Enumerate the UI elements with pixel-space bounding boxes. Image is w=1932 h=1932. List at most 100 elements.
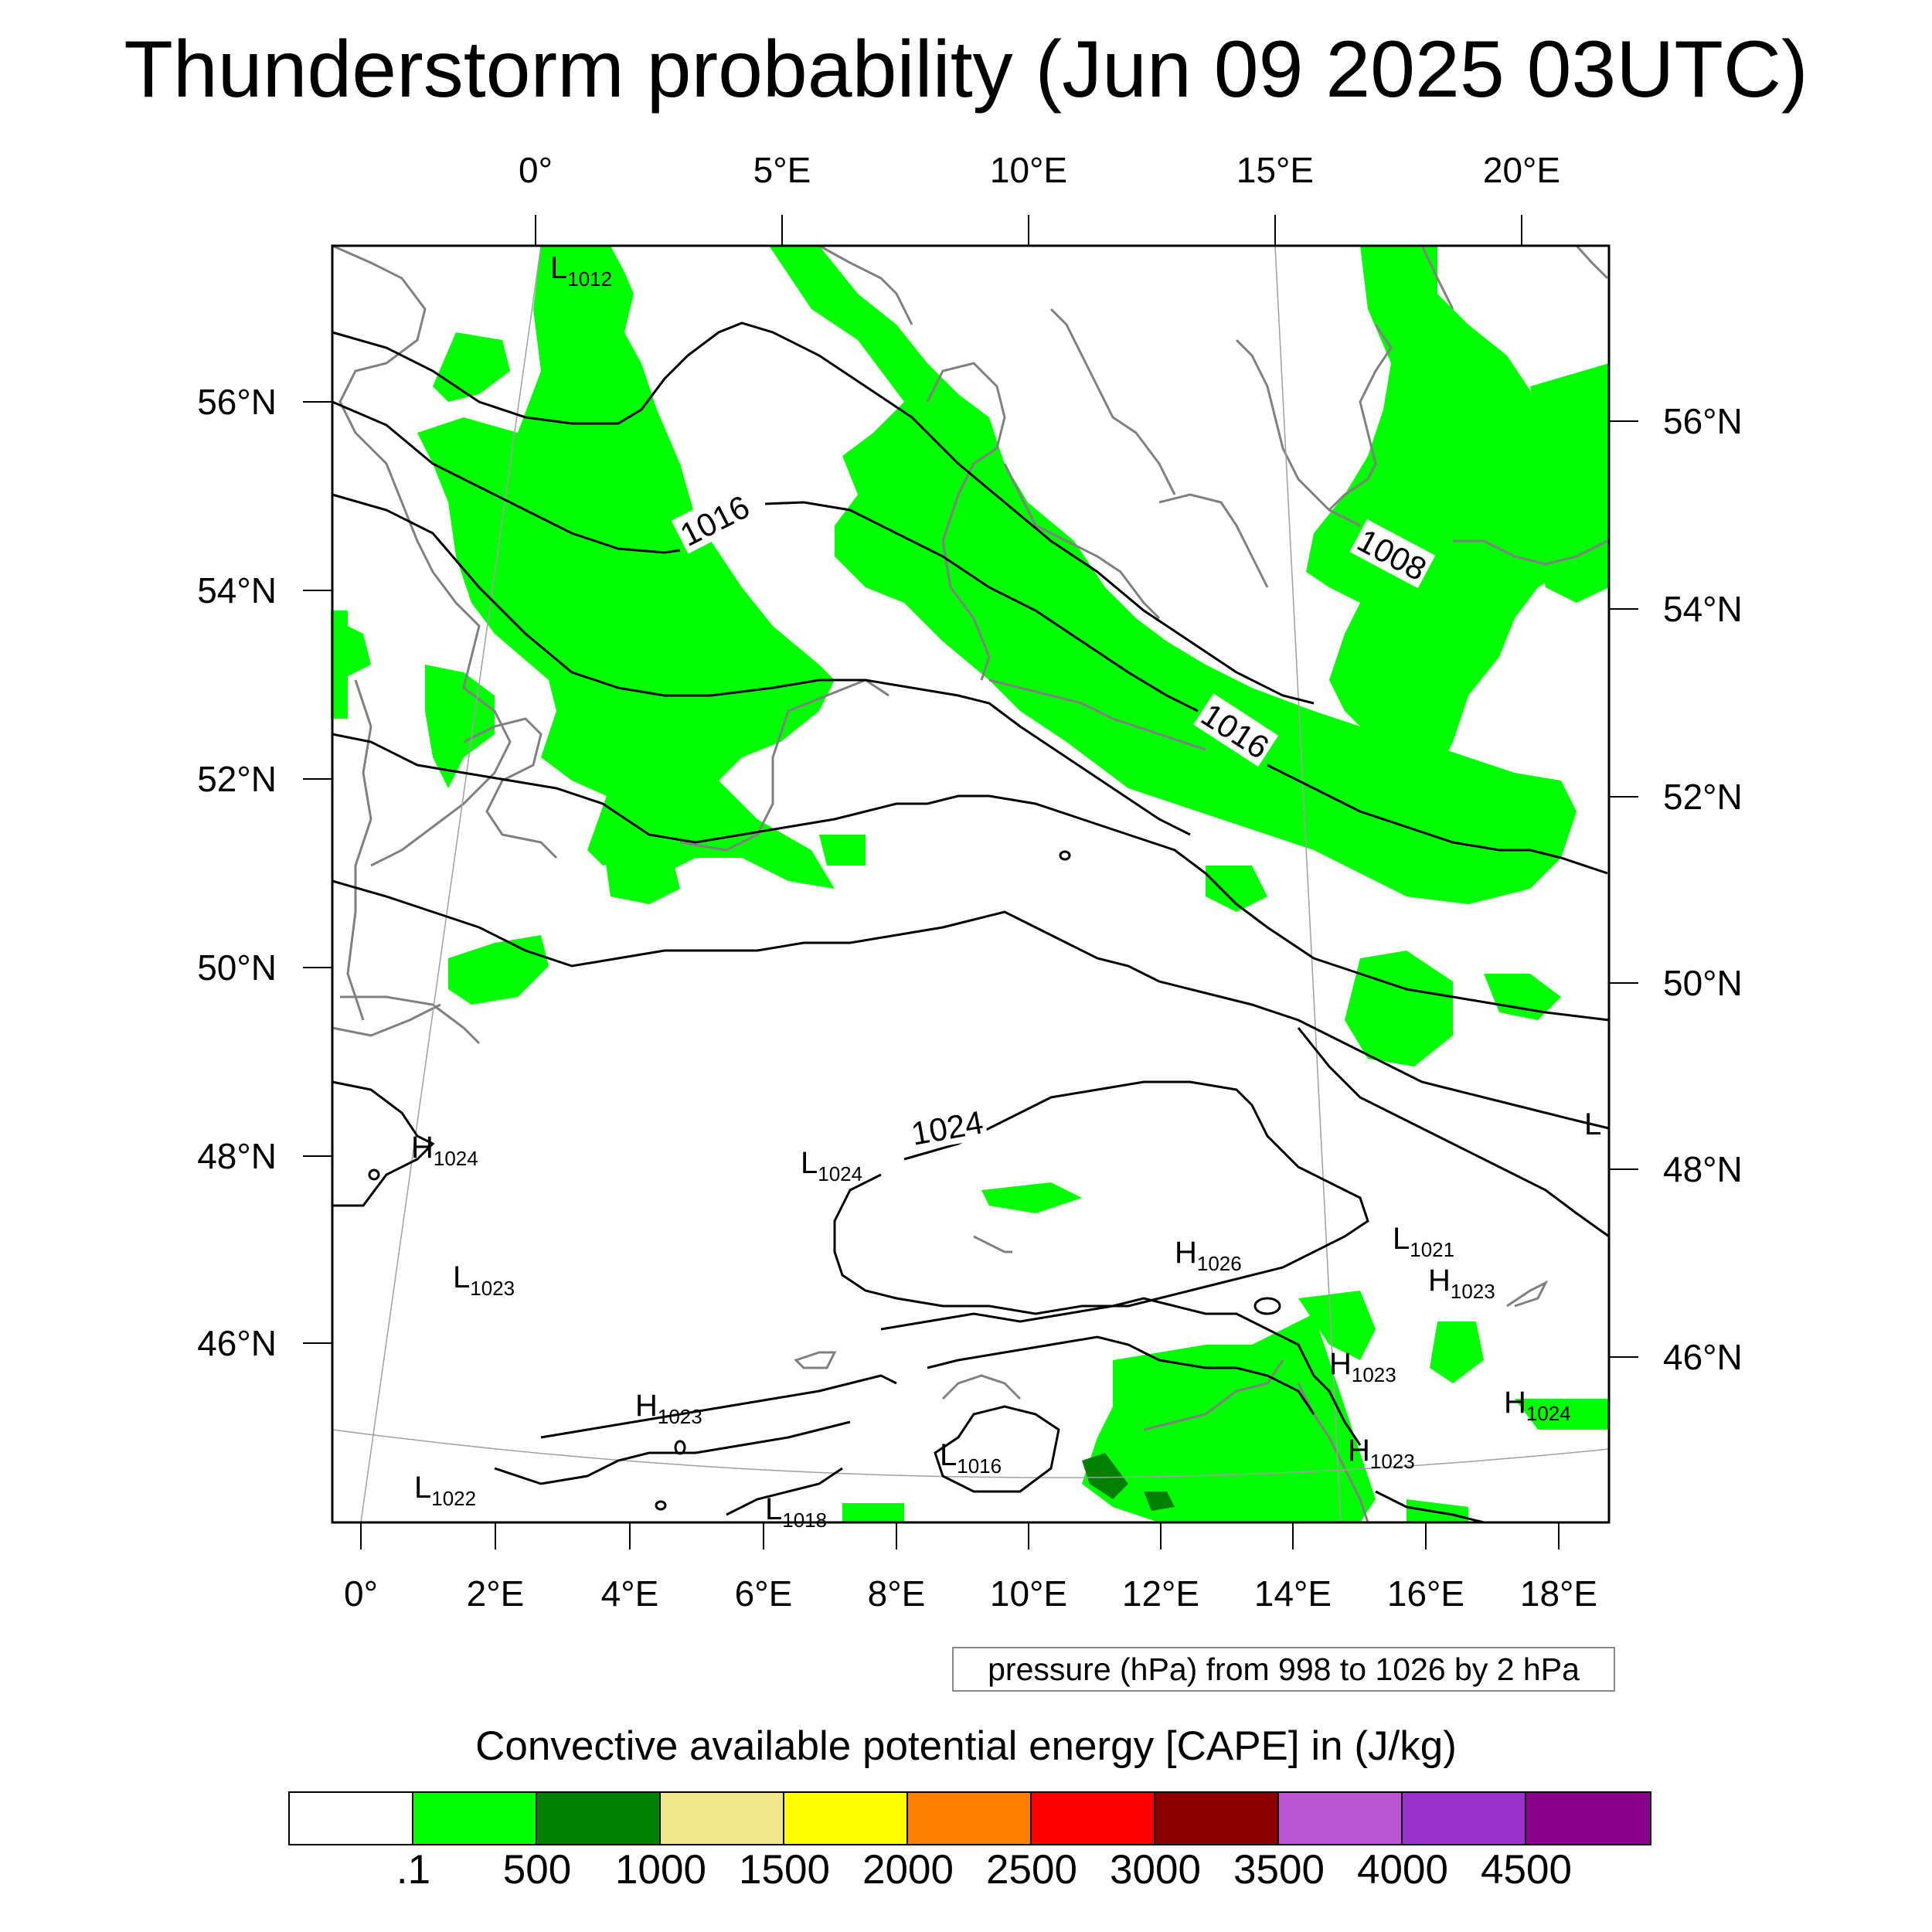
colorbar-swatch <box>1279 1793 1403 1844</box>
bottom-lon-label: 0° <box>344 1573 378 1614</box>
bottom-lon-labels: 0° 2°E 4°E 6°E 8°E 10°E 12°E 14°E 16°E 1… <box>344 1573 1597 1614</box>
meridian-line <box>360 245 542 1523</box>
isobar <box>332 493 1191 836</box>
pressure-center-label: L <box>1584 1107 1601 1141</box>
meridian-line <box>1274 245 1342 1523</box>
cape-shading <box>331 246 1609 1522</box>
isobar <box>1267 764 1608 875</box>
cape-area <box>1484 974 1561 1020</box>
coastline <box>1420 245 1454 310</box>
isobar <box>833 1080 1369 1315</box>
isobar <box>764 501 1199 713</box>
bottom-lon-label: 10°E <box>990 1573 1067 1614</box>
cape-area <box>433 332 510 402</box>
left-lat-label: 52°N <box>197 759 277 799</box>
label-bg <box>905 1101 988 1152</box>
isobar <box>934 1405 1060 1493</box>
top-lon-label: 0° <box>519 150 553 190</box>
coastline <box>988 679 1206 751</box>
colorbar-label: 1000 <box>615 1847 706 1893</box>
left-lat-label: 50°N <box>197 947 277 988</box>
colorbar-label: 3500 <box>1233 1847 1325 1893</box>
coastline <box>1143 1359 1284 1431</box>
isobars <box>332 321 1610 1524</box>
top-lon-label: 15°E <box>1236 150 1314 190</box>
coastline <box>1453 539 1608 566</box>
coastline <box>926 362 1006 681</box>
coastline <box>818 244 913 325</box>
cape-area <box>1298 1291 1376 1360</box>
colorbar-label: 4500 <box>1481 1847 1572 1893</box>
cape-area-dark <box>1082 1453 1128 1499</box>
coastline <box>1003 463 1161 620</box>
cape-area <box>842 1503 904 1522</box>
colorbar-swatch <box>908 1793 1032 1844</box>
colorbar-label: 4000 <box>1357 1847 1448 1893</box>
colorbar-swatch <box>413 1793 537 1844</box>
pressure-center-label: H1026 <box>1175 1236 1242 1275</box>
left-lat-label: 54°N <box>197 570 277 611</box>
cape-area <box>425 665 495 788</box>
label-bg <box>671 485 757 554</box>
pressure-center-label: L1016 <box>940 1438 1002 1478</box>
pressure-center-label: L1022 <box>414 1471 476 1510</box>
right-ticks <box>1609 420 1638 1358</box>
coastline <box>941 1374 1022 1400</box>
colorbar-labels: .1 500 1000 1500 2000 2500 3000 3500 4000 4500 <box>0 1843 1932 1897</box>
bottom-lon-label: 18°E <box>1520 1573 1597 1614</box>
colorbar-swatch <box>1403 1793 1526 1844</box>
colorbar-label: .1 <box>396 1847 431 1893</box>
coastline <box>794 1351 837 1369</box>
cape-area <box>1515 1399 1609 1430</box>
isobar <box>674 1440 686 1455</box>
pressure-center-label: H1024 <box>411 1131 478 1170</box>
colorbar-label: 2500 <box>986 1847 1077 1893</box>
cape-area <box>603 842 680 904</box>
isobar-label: 1024 <box>908 1104 985 1152</box>
bottom-lon-label: 6°E <box>735 1573 793 1614</box>
top-lon-label: 10°E <box>990 150 1067 190</box>
pressure-note: pressure (hPa) from 998 to 1026 by 2 hPa <box>952 1647 1615 1692</box>
isobar <box>332 321 1315 705</box>
coastline <box>463 717 558 859</box>
left-lat-labels: 56°N 54°N 52°N 50°N 48°N 46°N <box>197 382 277 1363</box>
colorbar-swatch <box>1526 1793 1650 1844</box>
isobar <box>332 733 1610 1022</box>
chart-title: Thunderstorm probability (Jun 09 2025 03… <box>124 25 1808 114</box>
colorbar-swatch <box>290 1793 413 1844</box>
bottom-ticks <box>360 1522 1560 1549</box>
left-lat-label: 56°N <box>197 382 277 422</box>
pressure-center-label: L1023 <box>453 1260 515 1300</box>
cape-area <box>417 246 835 889</box>
isobar <box>1375 1490 1485 1524</box>
bottom-lon-label: 8°E <box>868 1573 926 1614</box>
right-lat-label: 54°N <box>1663 589 1743 629</box>
pressure-center-label: H1023 <box>1348 1434 1415 1473</box>
graticule <box>332 245 1610 1523</box>
isobar <box>927 1335 1315 1415</box>
colorbar-swatch <box>1032 1793 1155 1844</box>
colorbar-label: 1500 <box>739 1847 830 1893</box>
coastline <box>1575 244 1609 280</box>
coastline <box>1049 308 1176 495</box>
colorbar <box>288 1791 1651 1845</box>
cape-area <box>1345 951 1453 1066</box>
top-lon-label: 20°E <box>1483 150 1560 190</box>
coastline <box>1328 324 1393 512</box>
cape-area <box>1530 363 1609 603</box>
isobar <box>1059 850 1071 861</box>
coastline <box>1158 493 1269 588</box>
bottom-lon-label: 2°E <box>467 1573 525 1614</box>
pressure-center-label: L1021 <box>1393 1222 1454 1261</box>
cape-area <box>981 1182 1082 1213</box>
coastline <box>1506 1280 1549 1308</box>
coastline <box>332 1003 441 1037</box>
pressure-center-label: L1012 <box>550 251 612 291</box>
left-lat-label: 48°N <box>197 1136 277 1176</box>
colorbar-label: 3000 <box>1110 1847 1201 1893</box>
cape-area <box>1406 1499 1468 1522</box>
coastline <box>346 679 372 1021</box>
cape-area <box>1082 1314 1376 1522</box>
parallel-line <box>332 1429 1610 1478</box>
